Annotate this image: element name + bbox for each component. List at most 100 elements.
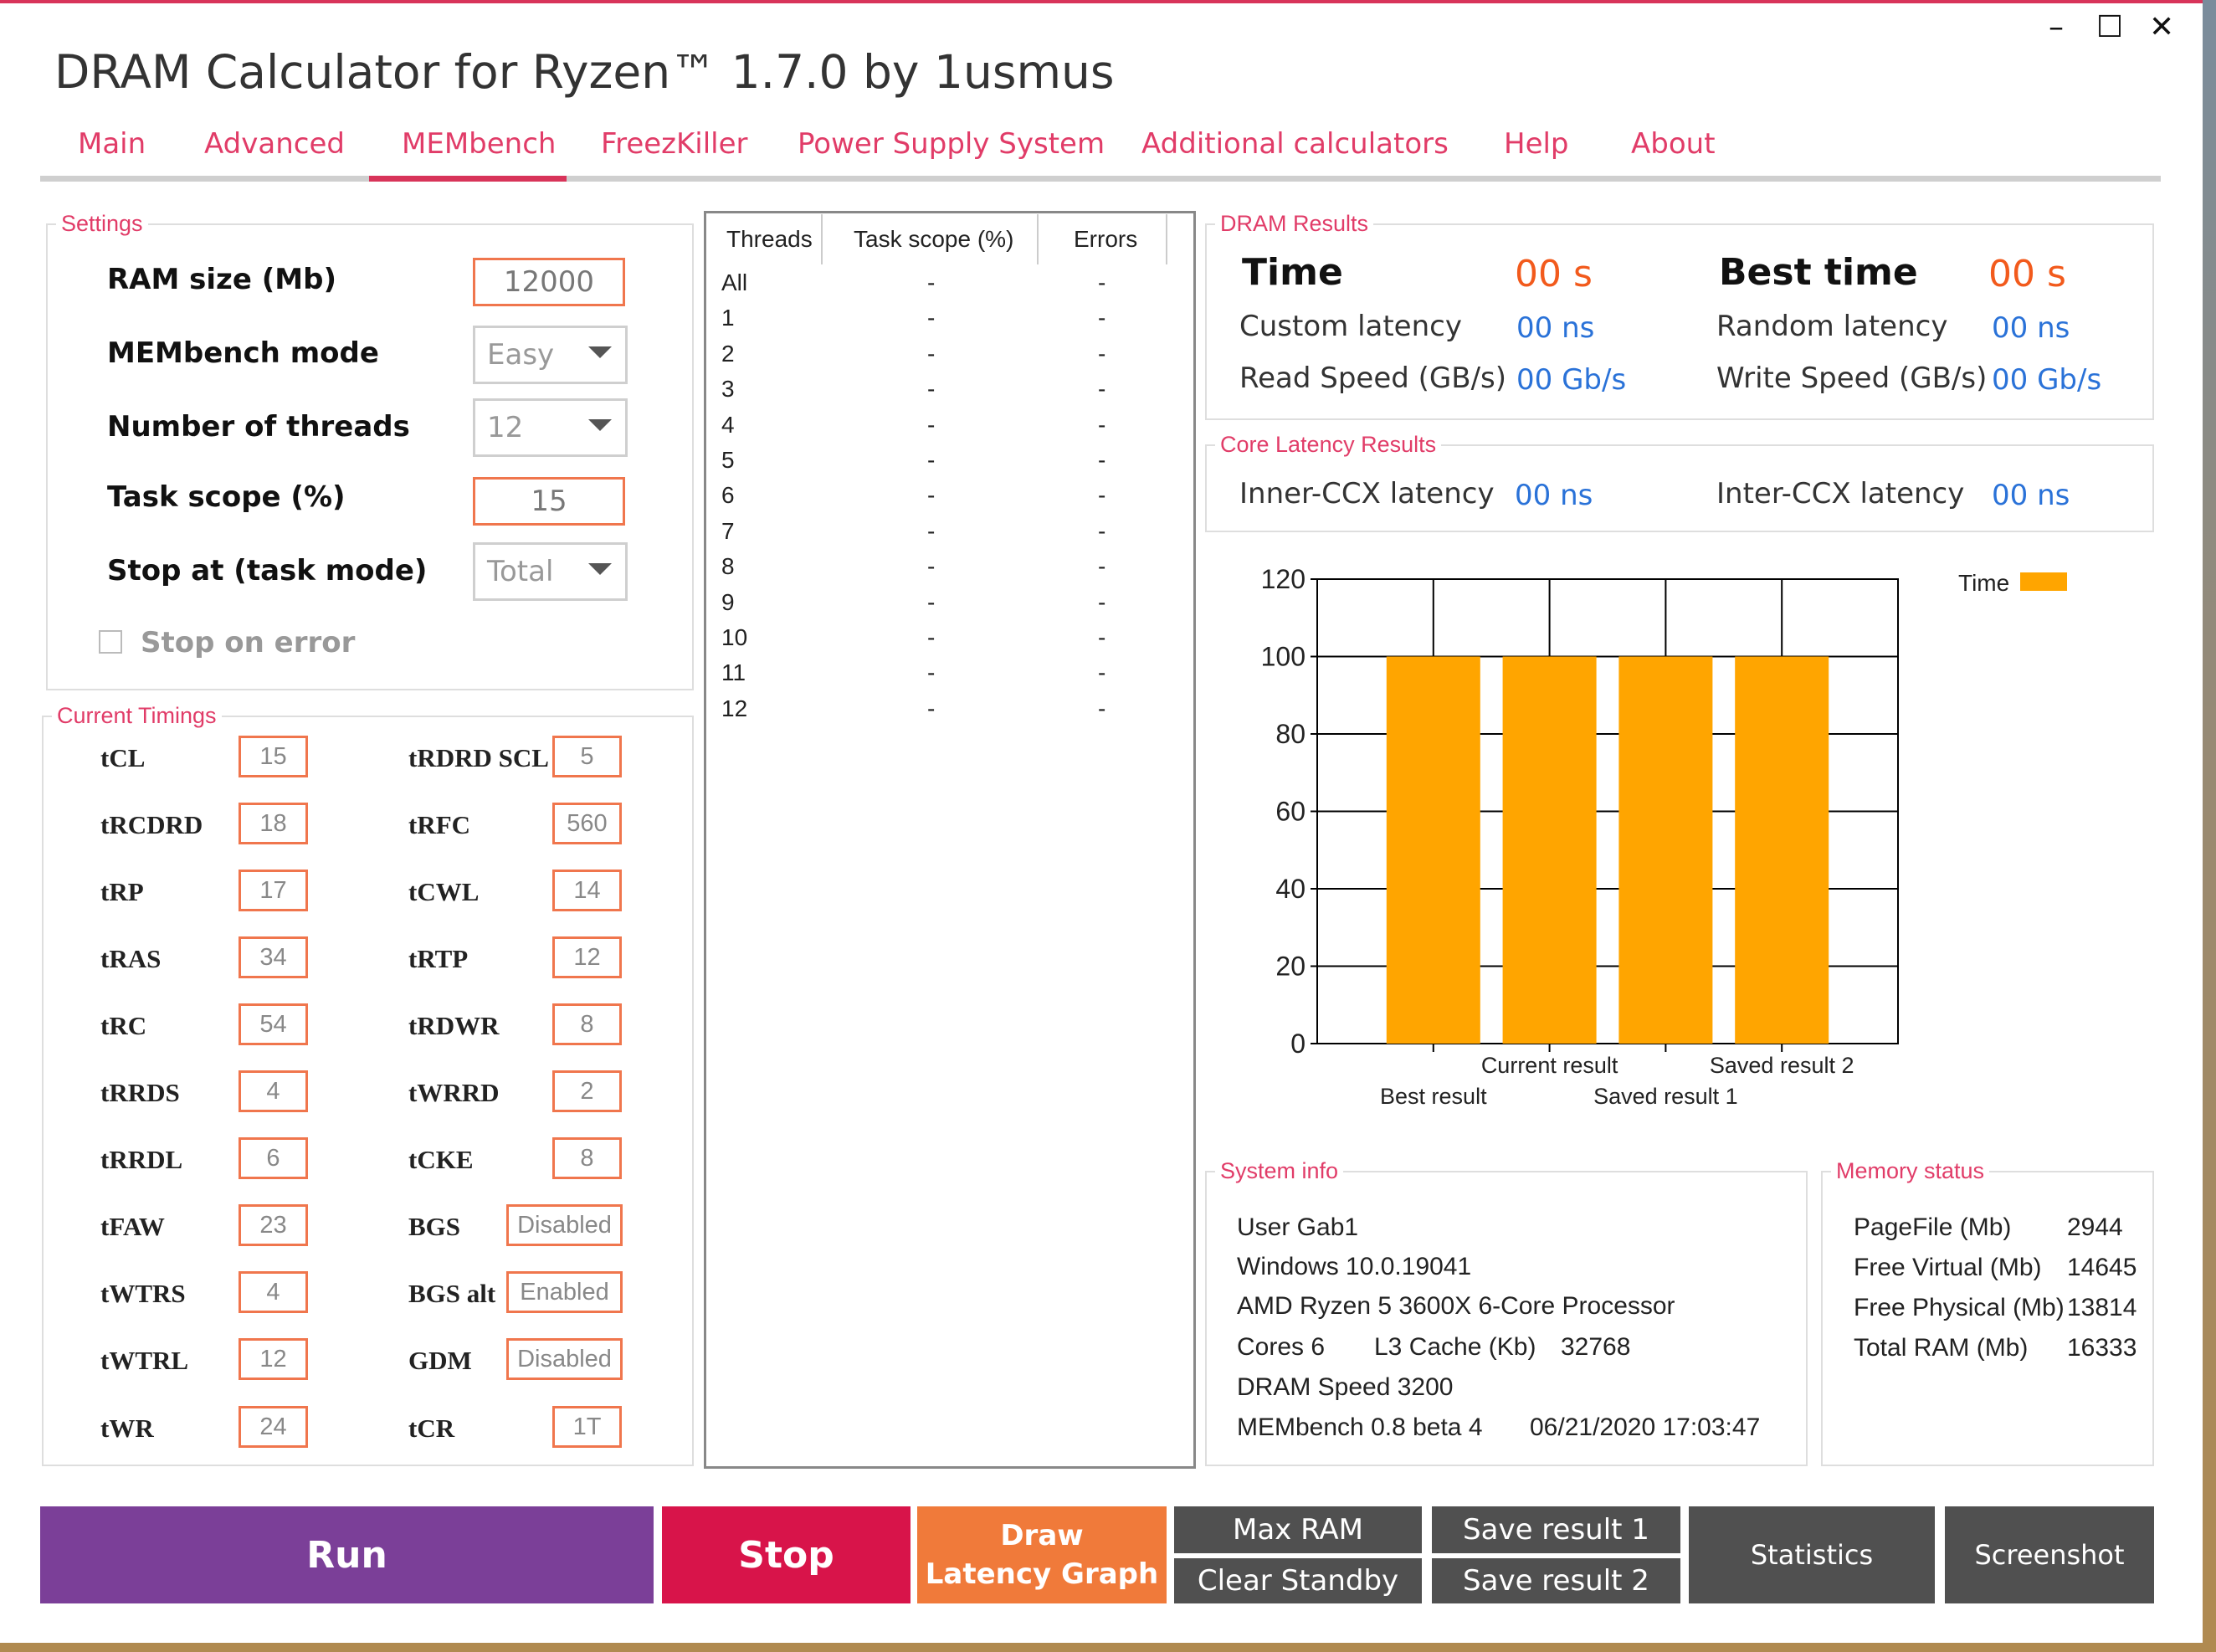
timing-input[interactable]: 8 — [552, 1137, 622, 1179]
stop-at-select[interactable]: Total — [473, 542, 628, 601]
timing-label: GDM — [408, 1346, 472, 1375]
y-tick-label: 20 — [1275, 952, 1305, 982]
timing-input[interactable]: 4 — [239, 1070, 308, 1112]
tab-advanced[interactable]: Advanced — [204, 127, 345, 161]
table-cell-thread: 7 — [721, 517, 735, 544]
timing-input[interactable]: 4 — [239, 1271, 308, 1313]
maximize-button[interactable]: ☐ — [2096, 10, 2124, 44]
best-time-label: Best time — [1719, 251, 1918, 294]
read-speed-label: Read Speed (GB/s) — [1239, 362, 1506, 395]
timing-input[interactable]: Disabled — [506, 1204, 623, 1246]
y-tick-label: 60 — [1275, 797, 1305, 827]
y-tick-label: 40 — [1275, 874, 1305, 904]
screenshot-button[interactable]: Screenshot — [1945, 1506, 2154, 1603]
timing-input[interactable]: Enabled — [506, 1271, 623, 1313]
memory-status-legend: Memory status — [1836, 1158, 1985, 1183]
table-cell-task-scope: - — [927, 624, 936, 650]
run-button[interactable]: Run — [40, 1506, 654, 1603]
timing-input[interactable]: 12 — [552, 936, 622, 978]
tab-help[interactable]: Help — [1504, 127, 1569, 161]
inter-ccx-label: Inter-CCX latency — [1716, 477, 1965, 510]
timing-label: tRDWR — [408, 1011, 500, 1040]
timing-input[interactable]: 34 — [239, 936, 308, 978]
table-cell-task-scope: - — [927, 517, 936, 544]
tab-freezkiller[interactable]: FreezKiller — [601, 127, 748, 161]
table-cell-errors: - — [1098, 624, 1106, 650]
inter-ccx-value: 00 ns — [1992, 479, 2070, 512]
table-cell-task-scope: - — [927, 659, 936, 686]
column-header-threads[interactable]: Threads — [726, 226, 813, 252]
timing-label: tWTRS — [100, 1279, 186, 1308]
task-scope-input[interactable]: 15 — [473, 477, 625, 526]
tab-membench[interactable]: MEMbench — [402, 127, 557, 161]
timing-input[interactable]: 17 — [239, 870, 308, 911]
table-cell-task-scope: - — [927, 305, 936, 331]
membench-mode-select[interactable]: Easy — [473, 326, 628, 384]
table-cell-errors: - — [1098, 659, 1106, 686]
timing-input[interactable]: 560 — [552, 803, 622, 844]
table-cell-thread: 1 — [721, 305, 735, 331]
tab-power-supply[interactable]: Power Supply System — [798, 127, 1105, 161]
timing-input[interactable]: Disabled — [506, 1338, 623, 1380]
timing-input[interactable]: 24 — [239, 1406, 308, 1448]
x-tick-label: Saved result 2 — [1710, 1053, 1854, 1078]
window-title: DRAM Calculator for Ryzen™ 1.7.0 by 1usm… — [54, 45, 1115, 99]
timing-input[interactable]: 12 — [239, 1338, 308, 1380]
timing-input[interactable]: 6 — [239, 1137, 308, 1179]
timing-input[interactable]: 8 — [552, 1003, 622, 1045]
timing-input[interactable]: 14 — [552, 870, 622, 911]
tab-main[interactable]: Main — [78, 127, 146, 161]
random-latency-value: 00 ns — [1992, 311, 2070, 345]
chevron-down-icon — [588, 346, 612, 358]
timing-label: tWTRL — [100, 1346, 189, 1375]
timing-input[interactable]: 15 — [239, 736, 308, 777]
timing-input[interactable]: 2 — [552, 1070, 622, 1112]
minimize-button[interactable]: – — [2049, 10, 2064, 44]
draw-latency-graph-button[interactable]: Draw Latency Graph — [917, 1506, 1167, 1603]
timing-input[interactable]: 5 — [552, 736, 622, 777]
write-speed-value: 00 Gb/s — [1992, 363, 2102, 397]
table-cell-errors: - — [1098, 340, 1106, 367]
timing-label: tCKE — [408, 1145, 474, 1174]
threads-table — [704, 211, 1196, 1469]
best-time-value: 00 s — [1988, 253, 2066, 295]
threads-value: 12 — [487, 411, 524, 444]
column-header-errors[interactable]: Errors — [1074, 226, 1138, 252]
timing-input[interactable]: 18 — [239, 803, 308, 844]
table-cell-thread: All — [721, 269, 748, 295]
close-button[interactable]: ✕ — [2149, 10, 2175, 44]
timing-input[interactable]: 54 — [239, 1003, 308, 1045]
memory-status-label: PageFile (Mb) — [1854, 1213, 2012, 1241]
sys-l3-label: L3 Cache (Kb) — [1374, 1333, 1536, 1361]
chart-bar — [1502, 656, 1597, 1044]
statistics-button[interactable]: Statistics — [1689, 1506, 1935, 1603]
table-cell-thread: 9 — [721, 588, 735, 615]
chart-x-ticks: Best result Current result Saved result 1 S… — [1380, 1053, 1854, 1109]
ram-size-input[interactable]: 12000 — [473, 258, 625, 306]
table-cell-thread: 11 — [721, 659, 746, 686]
sys-membench-version: MEMbench 0.8 beta 4 — [1237, 1413, 1483, 1441]
stop-on-error-checkbox[interactable] — [99, 630, 122, 654]
tab-about[interactable]: About — [1631, 127, 1716, 161]
timing-label: tCWL — [408, 877, 480, 906]
max-ram-button[interactable]: Max RAM — [1174, 1506, 1422, 1553]
save-result-2-button[interactable]: Save result 2 — [1432, 1558, 1680, 1603]
timing-label: BGS — [408, 1212, 461, 1241]
memory-status-label: Free Physical (Mb) — [1854, 1294, 2065, 1321]
timings-legend: Current Timings — [57, 703, 217, 728]
column-header-task-scope[interactable]: Task scope (%) — [854, 226, 1014, 252]
tab-additional-calculators[interactable]: Additional calculators — [1141, 127, 1449, 161]
stop-button[interactable]: Stop — [662, 1506, 911, 1603]
random-latency-label: Random latency — [1716, 310, 1948, 343]
table-cell-task-scope: - — [927, 553, 936, 580]
chart-bar — [1618, 656, 1713, 1044]
memory-status-group: Memory status — [1821, 1158, 2154, 1466]
threads-select[interactable]: 12 — [473, 398, 628, 457]
draw-label-line1: Draw — [1000, 1519, 1084, 1552]
clear-standby-button[interactable]: Clear Standby — [1174, 1558, 1422, 1603]
custom-latency-value: 00 ns — [1516, 311, 1595, 345]
save-result-1-button[interactable]: Save result 1 — [1432, 1506, 1680, 1553]
y-tick-label: 120 — [1261, 564, 1305, 594]
timing-input[interactable]: 23 — [239, 1204, 308, 1246]
timing-input[interactable]: 1T — [552, 1406, 622, 1448]
